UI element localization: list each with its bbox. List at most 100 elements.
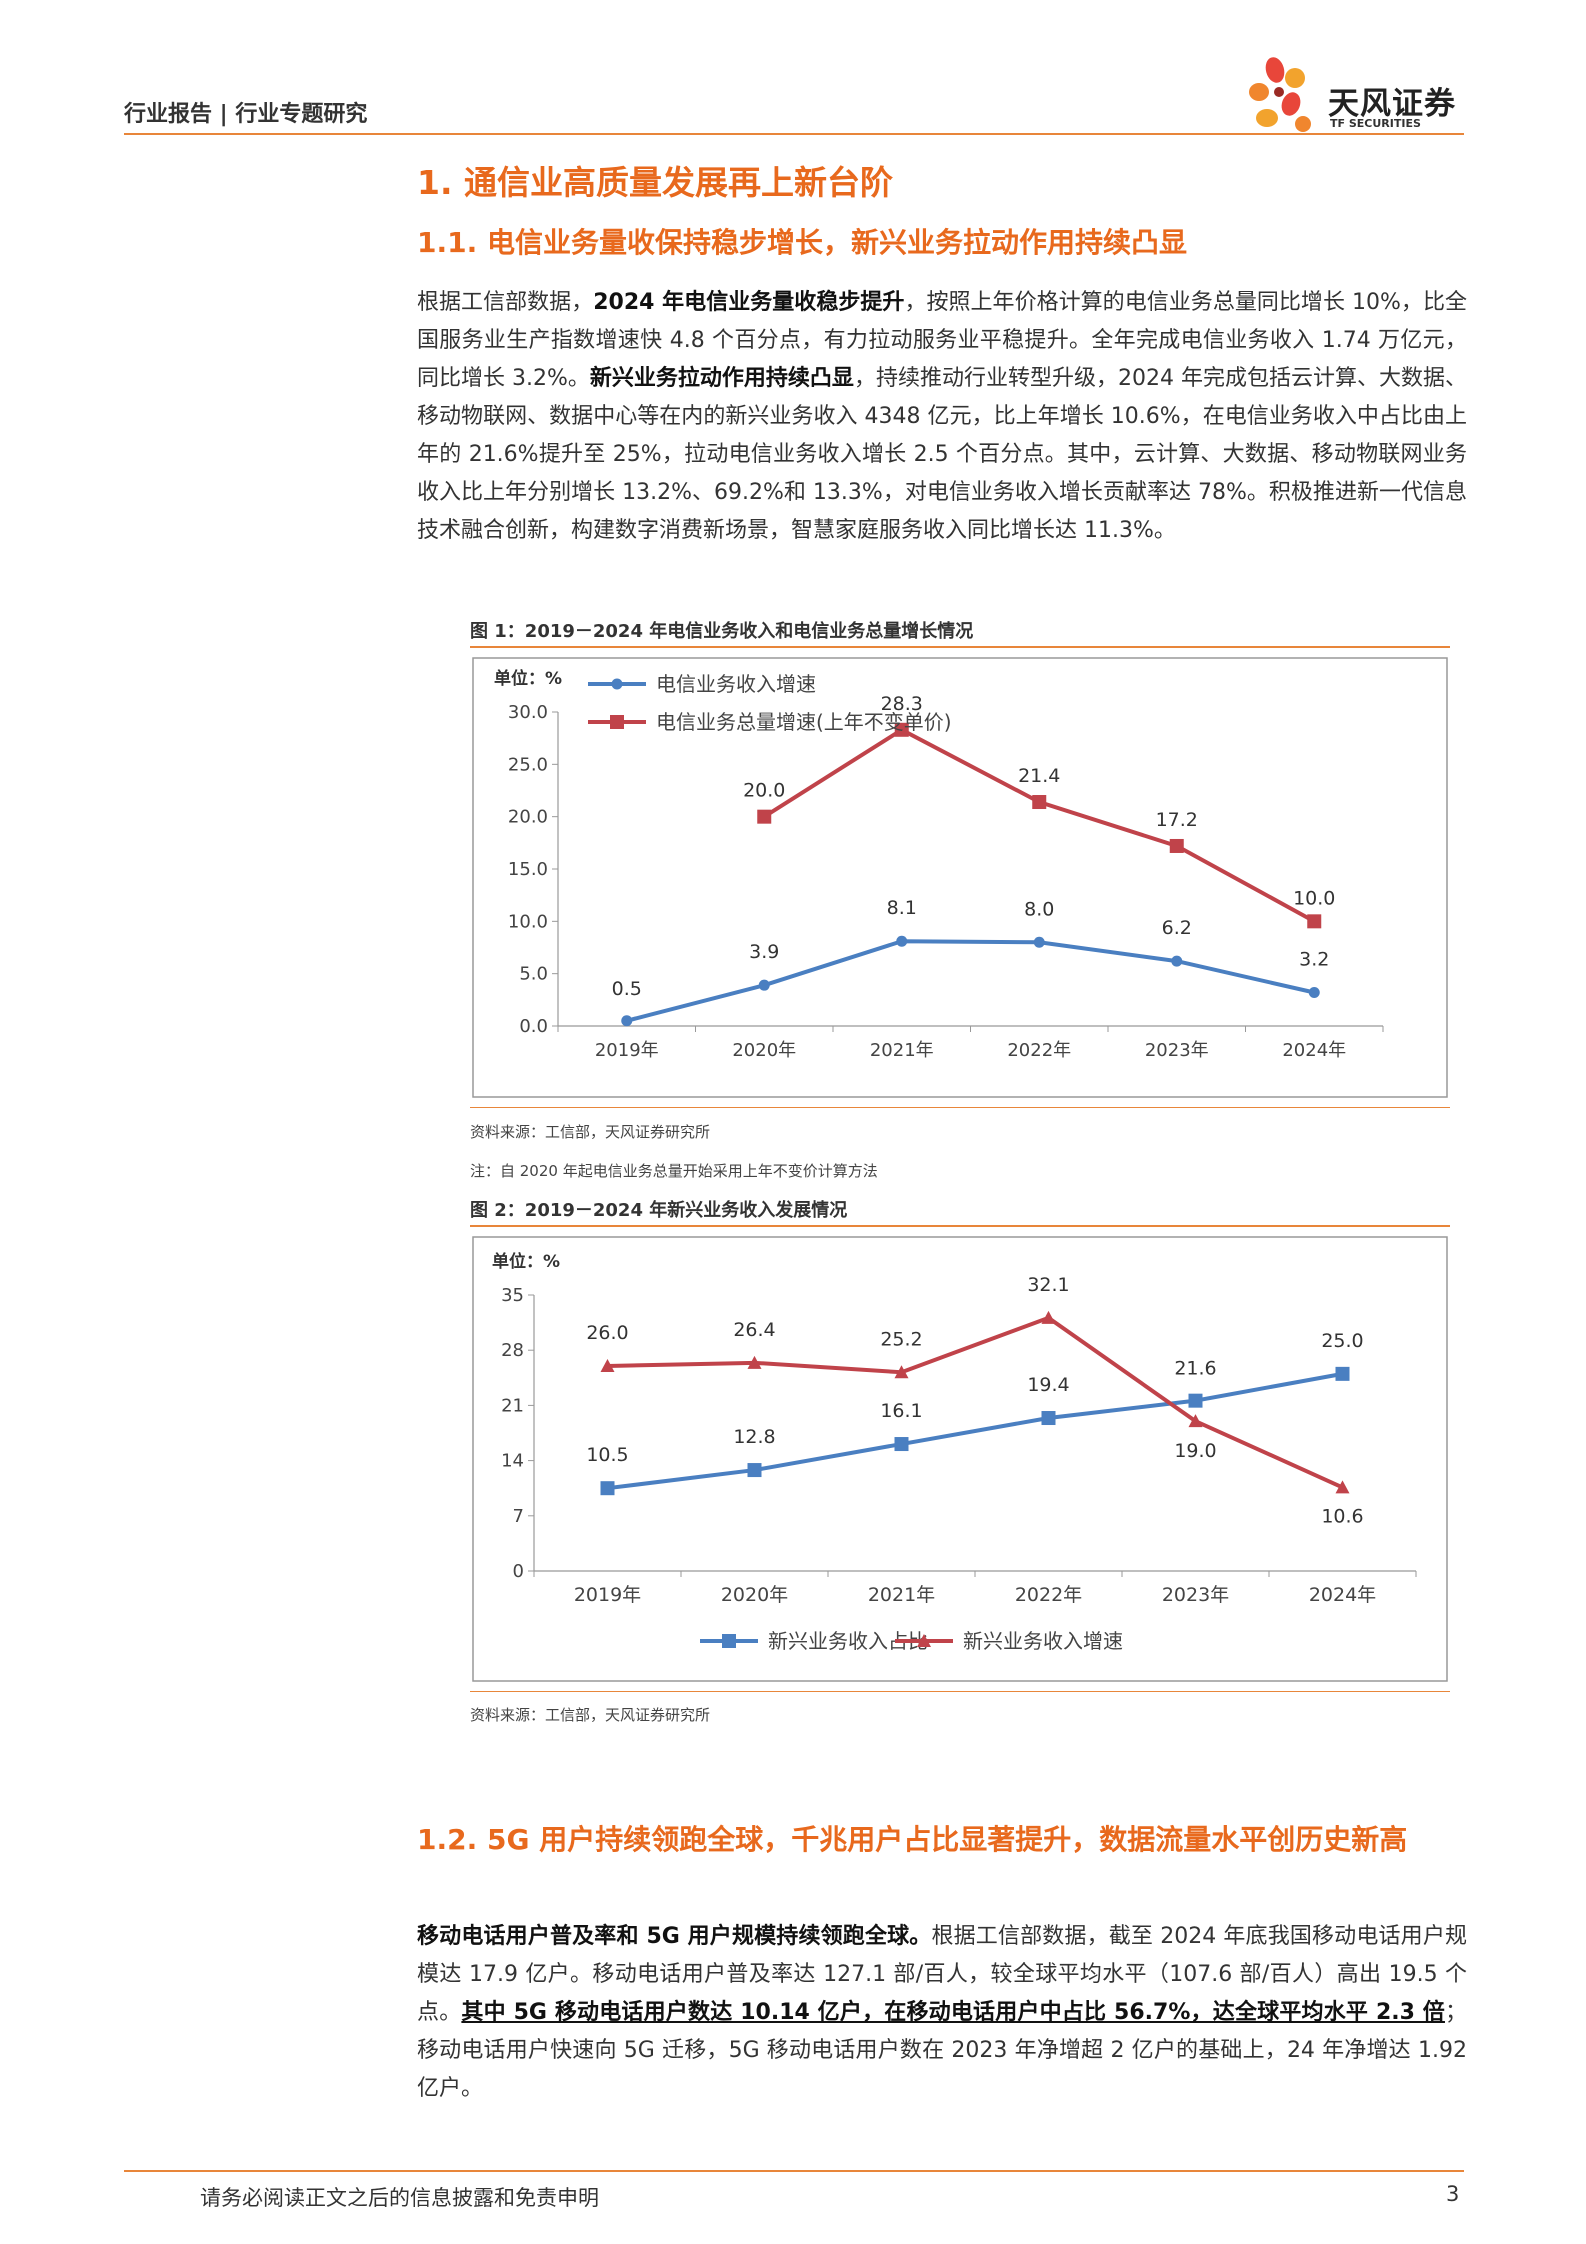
data-label: 16.1 xyxy=(880,1400,922,1422)
y-tick-label: 0.0 xyxy=(519,1016,548,1037)
page-number: 3 xyxy=(1446,2182,1460,2206)
logo-subtext: TF SECURITIES xyxy=(1330,117,1421,130)
legend-marker xyxy=(722,1634,736,1648)
data-label: 25.2 xyxy=(880,1328,922,1350)
report-category: 行业报告 | 行业专题研究 xyxy=(124,102,368,127)
data-label: 32.1 xyxy=(1027,1274,1069,1296)
data-label: 21.4 xyxy=(1018,765,1060,787)
data-label: 3.2 xyxy=(1299,949,1329,971)
x-tick-label: 2019年 xyxy=(595,1040,659,1061)
data-label: 0.5 xyxy=(612,978,642,1000)
y-tick-label: 15.0 xyxy=(508,859,548,880)
figure2-source: 资料来源：工信部，天风证券研究所 xyxy=(470,1706,711,1724)
data-label: 10.6 xyxy=(1321,1505,1363,1527)
data-point xyxy=(747,1463,762,1478)
x-tick-label: 2020年 xyxy=(721,1584,788,1606)
data-label: 17.2 xyxy=(1156,809,1198,831)
figure1-bottom-rule xyxy=(470,1107,1450,1108)
figure1-note: 注：自 2020 年起电信业务总量开始采用上年不变价计算方法 xyxy=(470,1162,878,1180)
series-line xyxy=(607,1371,1343,1491)
data-label: 25.0 xyxy=(1321,1330,1363,1352)
legend-marker xyxy=(610,715,624,729)
data-label: 12.8 xyxy=(733,1426,775,1448)
x-tick-label: 2023年 xyxy=(1145,1040,1209,1061)
para1-bold-2: 新兴业务拉动作用持续凸显 xyxy=(589,366,854,391)
x-tick-label: 2024年 xyxy=(1309,1584,1376,1606)
data-point xyxy=(1335,1480,1350,1494)
x-tick-label: 2024年 xyxy=(1282,1040,1346,1061)
para2-text-1: 根据工信部数据，截至 2024 年底我国移动电话用户规模达 17.9 亿户。移动… xyxy=(417,1924,1467,2025)
x-tick-label: 2021年 xyxy=(870,1040,934,1061)
para1-text-2: ，按照上年价格计算的电信业务总量同比增长 10%，比全国服务业生产指数增速快 4… xyxy=(417,290,1467,391)
data-label: 10.0 xyxy=(1293,887,1335,909)
data-point xyxy=(1308,987,1320,999)
data-label: 19.4 xyxy=(1027,1374,1069,1396)
data-point xyxy=(1169,838,1184,853)
data-point xyxy=(1041,1310,1056,1324)
para2-bold-1: 移动电话用户普及率和 5G 用户规模持续领跑全球。 xyxy=(417,1924,932,1949)
y-tick-label: 5.0 xyxy=(519,964,548,985)
data-point xyxy=(1307,914,1322,929)
data-point xyxy=(621,1015,633,1027)
data-label: 28.3 xyxy=(881,693,923,715)
data-point xyxy=(1032,795,1047,810)
chart-telecom-growth: 单位：% 0.0 5.0 10.0 15.0 20.0 25.0 30.0 2019年 2020年… xyxy=(472,657,1448,1098)
data-point xyxy=(894,1437,909,1452)
data-point xyxy=(600,1481,615,1496)
data-point xyxy=(747,1355,762,1369)
x-tick-label: 2023年 xyxy=(1162,1584,1229,1606)
x-tick-label: 2020年 xyxy=(732,1040,796,1061)
data-point xyxy=(758,979,770,991)
paragraph-5g-users: 移动电话用户普及率和 5G 用户规模持续领跑全球。根据工信部数据，截至 2024… xyxy=(417,1918,1467,2108)
data-point xyxy=(1033,936,1045,948)
para1-text-1: 根据工信部数据， xyxy=(417,290,594,315)
y-tick-label: 28 xyxy=(501,1340,524,1361)
data-point xyxy=(757,809,772,824)
y-tick-label: 0 xyxy=(513,1561,524,1582)
data-label: 26.0 xyxy=(586,1322,628,1344)
data-point xyxy=(894,1365,909,1379)
legend-label: 电信业务收入增速 xyxy=(656,672,816,696)
section-heading-1-1: 1.1. 电信业务量收保持稳步增长，新兴业务拉动作用持续凸显 xyxy=(417,226,1187,259)
x-tick-label: 2022年 xyxy=(1015,1584,1082,1606)
data-label: 8.1 xyxy=(887,897,917,919)
y-tick-label: 20.0 xyxy=(508,807,548,828)
figure2-bottom-rule xyxy=(470,1691,1450,1692)
data-label: 3.9 xyxy=(749,941,779,963)
data-point xyxy=(896,935,908,947)
y-tick-label: 7 xyxy=(513,1506,524,1527)
unit-label: 单位：% xyxy=(492,1251,560,1272)
paragraph-telecom-revenue: 根据工信部数据，2024 年电信业务量收稳步提升，按照上年价格计算的电信业务总量… xyxy=(417,284,1467,550)
logo-text: 天风证券 xyxy=(1328,86,1456,122)
footer-disclaimer: 请务必阅读正文之后的信息披露和免责申明 xyxy=(200,2186,599,2210)
x-tick-label: 2019年 xyxy=(574,1584,641,1606)
series-line xyxy=(626,939,1315,1023)
figure1-top-rule xyxy=(470,646,1450,648)
legend-marker xyxy=(611,678,623,690)
para2-text-2: ；移动电话用户快速向 5G 迁移，5G 移动电话用户数在 2023 年净增超 2… xyxy=(417,2000,1467,2101)
para1-bold-1: 2024 年电信业务量收稳步提升 xyxy=(593,290,905,315)
x-tick-label: 2021年 xyxy=(868,1584,935,1606)
y-tick-label: 10.0 xyxy=(508,911,548,932)
data-point xyxy=(1188,1393,1203,1408)
data-label: 6.2 xyxy=(1162,917,1192,939)
legend-marker xyxy=(917,1634,931,1647)
data-label: 20.0 xyxy=(743,780,785,802)
header-divider xyxy=(124,133,1464,135)
section-heading-1-2: 1.2. 5G 用户持续领跑全球，千兆用户占比显著提升，数据流量水平创历史新高 xyxy=(417,1823,1408,1856)
legend-label: 新兴业务收入增速 xyxy=(963,1629,1123,1653)
para2-bold-underline: 其中 5G 移动电话用户数达 10.14 亿户，在移动电话用户中占比 56.7%… xyxy=(461,2000,1445,2025)
figure2-title: 图 2：2019－2024 年新兴业务收入发展情况 xyxy=(470,1200,848,1221)
footer-divider xyxy=(124,2170,1464,2172)
unit-label: 单位：% xyxy=(494,668,562,689)
chart-emerging-business: 单位：% 0 7 14 21 28 35 2019年 2020年 2021年 2022年 2023年 2… xyxy=(472,1236,1448,1682)
data-label: 8.0 xyxy=(1024,898,1054,920)
data-point xyxy=(1188,1414,1203,1428)
section-heading-1: 1. 通信业高质量发展再上新台阶 xyxy=(417,163,893,202)
data-point xyxy=(1171,955,1183,967)
y-tick-label: 21 xyxy=(501,1395,524,1416)
y-tick-label: 30.0 xyxy=(508,702,548,723)
y-tick-label: 14 xyxy=(501,1451,524,1472)
x-tick-label: 2022年 xyxy=(1007,1040,1071,1061)
legend-label: 电信业务总量增速(上年不变单价) xyxy=(656,710,952,734)
